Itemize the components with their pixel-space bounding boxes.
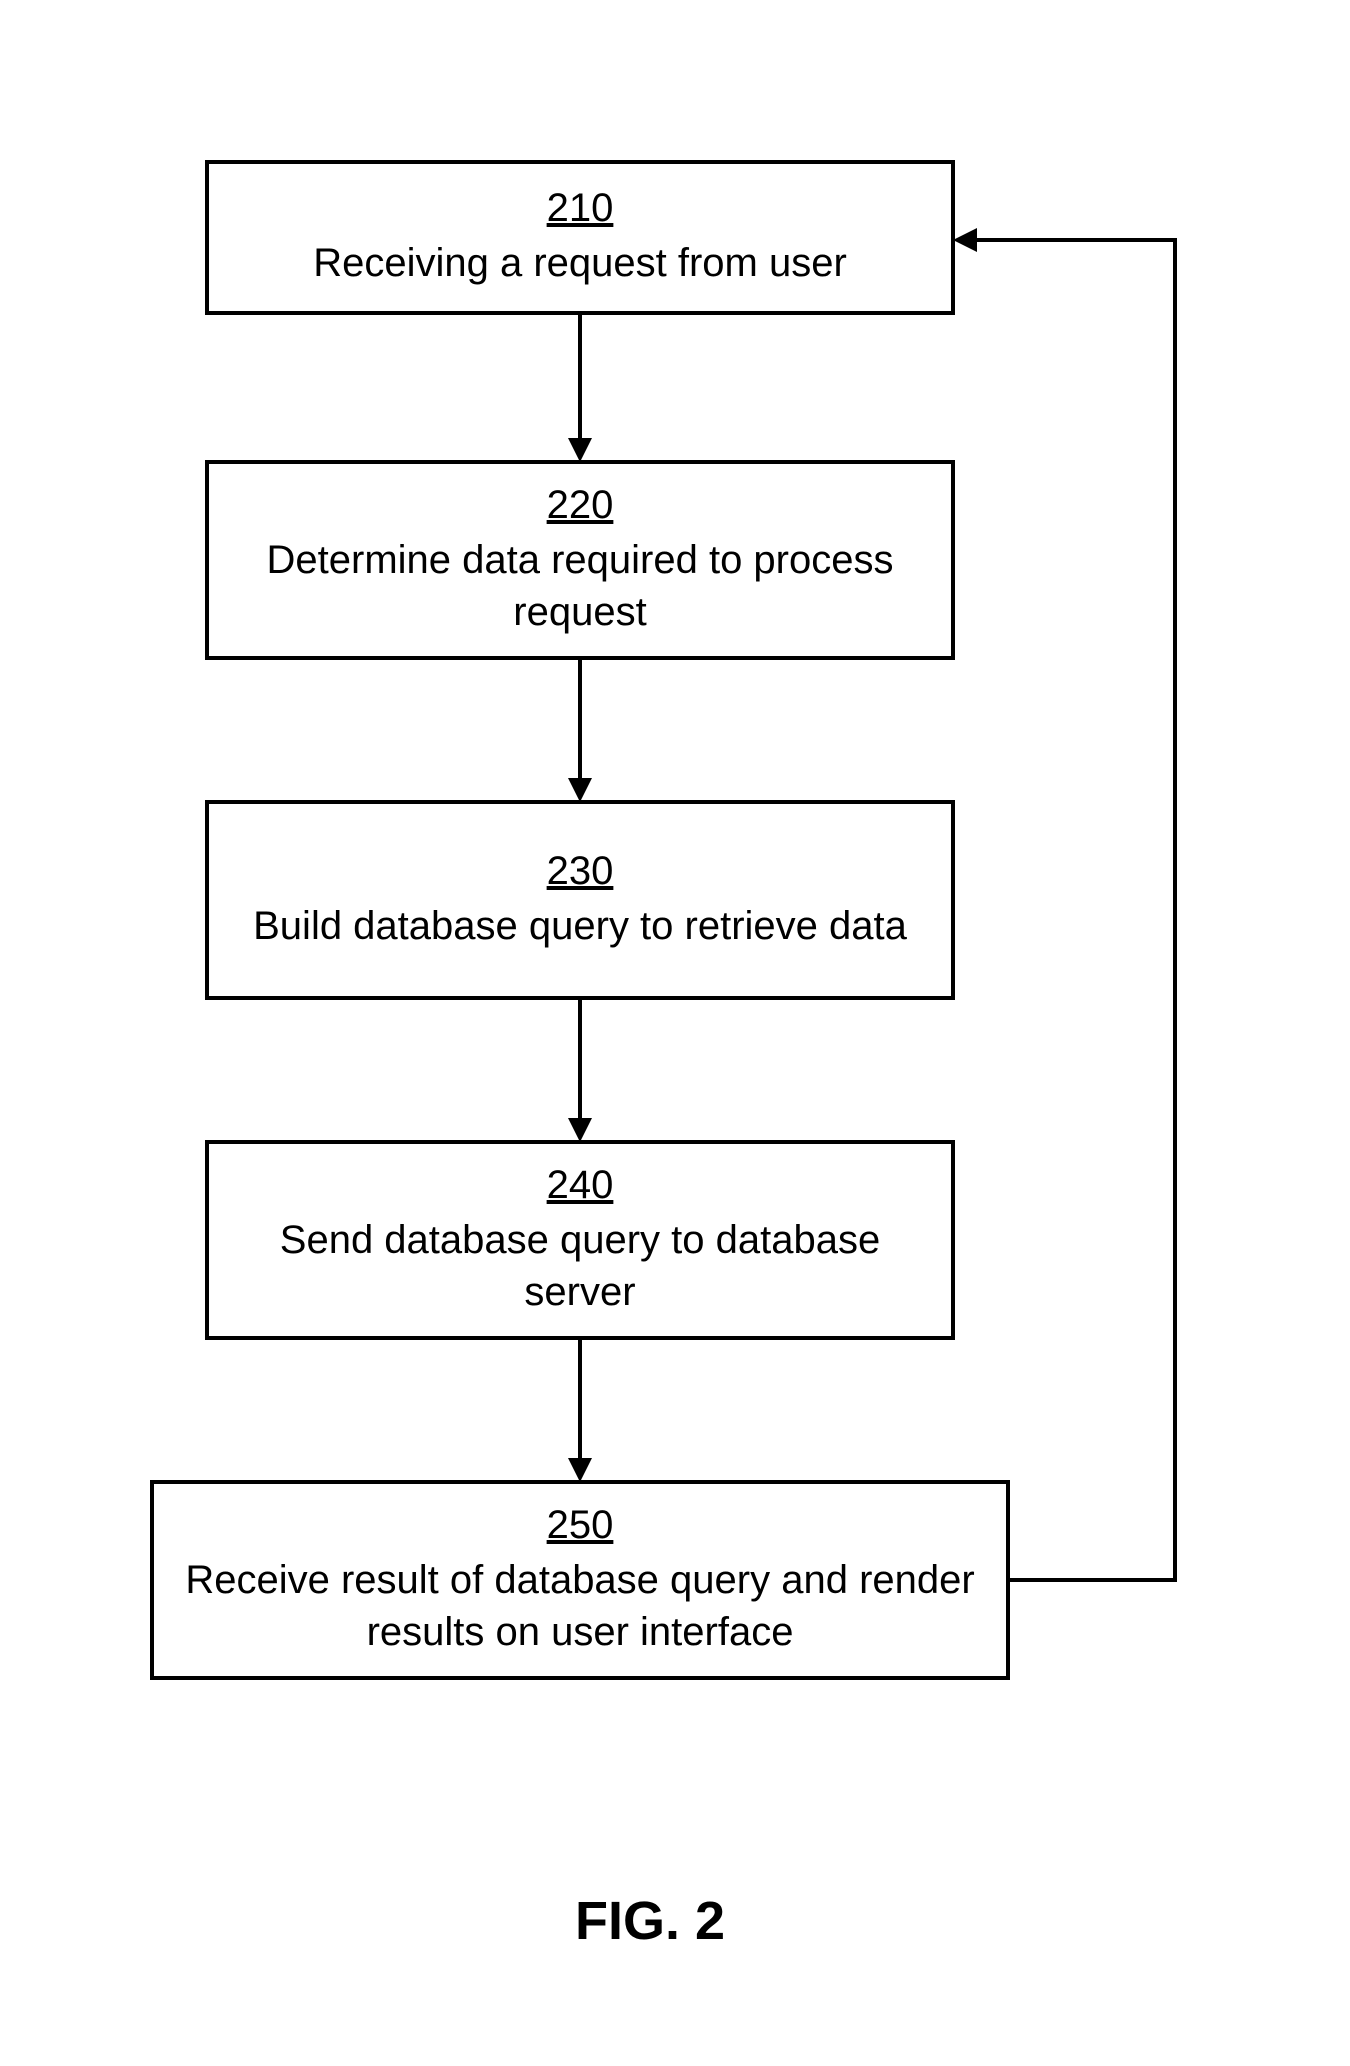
flow-node-220: 220 Determine data required to process re… xyxy=(205,460,955,660)
feedback-edge xyxy=(957,240,1175,1580)
node-label-240: Send database query to database server xyxy=(229,1214,931,1318)
figure-caption: FIG. 2 xyxy=(575,1890,725,1952)
node-ref-220: 220 xyxy=(547,483,614,528)
node-label-250: Receive result of database query and ren… xyxy=(174,1554,986,1658)
flow-node-230: 230 Build database query to retrieve data xyxy=(205,800,955,1000)
node-ref-250: 250 xyxy=(547,1503,614,1548)
flow-node-250: 250 Receive result of database query and … xyxy=(150,1480,1010,1680)
flowchart-container: 210 Receiving a request from user 220 Deter… xyxy=(0,0,1350,2066)
node-label-210: Receiving a request from user xyxy=(313,237,847,289)
node-ref-210: 210 xyxy=(547,186,614,231)
node-label-220: Determine data required to process reque… xyxy=(229,534,931,638)
flow-node-240: 240 Send database query to database serve… xyxy=(205,1140,955,1340)
node-ref-230: 230 xyxy=(547,849,614,894)
node-ref-240: 240 xyxy=(547,1163,614,1208)
node-label-230: Build database query to retrieve data xyxy=(253,900,907,952)
flow-node-210: 210 Receiving a request from user xyxy=(205,160,955,315)
